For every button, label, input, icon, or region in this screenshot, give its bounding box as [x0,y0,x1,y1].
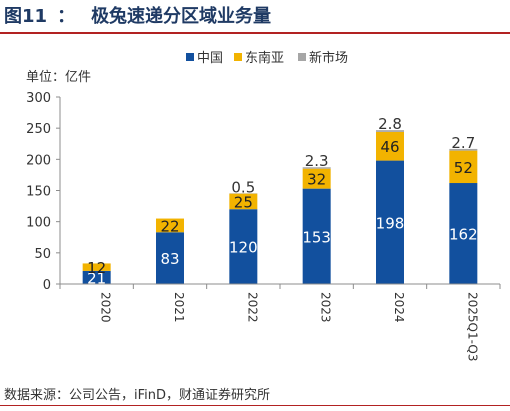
bar-segment [376,131,404,161]
y-axis: 0 50 100 150 200 250 300 [26,91,61,293]
data-label: 12 [87,259,106,277]
y-tick-label: 50 [34,247,51,262]
data-label: 21 [87,269,106,287]
data-label: 52 [454,159,473,177]
figure-separator: ： [57,6,76,27]
data-label: 2.7 [451,134,475,152]
legend-swatch [186,53,194,61]
legend-swatch [234,53,242,61]
chart-legend: 中国 东南亚 新市场 [186,50,348,66]
legend-swatch [298,53,306,61]
bar-segment [302,168,331,189]
bar-segment [449,148,478,151]
bar-segment [376,160,404,284]
data-label: 83 [160,250,179,268]
bar-segment [376,130,404,132]
x-tick-label: 2022 [245,292,259,323]
y-tick-label: 150 [26,185,51,200]
y-tick-label: 100 [26,216,51,231]
data-label: 32 [307,171,326,189]
x-tick-label: 2025Q1-Q3 [465,292,479,361]
source-note: 数据来源：公司公告，iFinD，财通证券研究所 [4,388,271,403]
legend-label: 中国 [197,51,223,66]
bar-segment [229,209,258,284]
data-label: 120 [229,239,258,257]
x-tick-label: 2024 [392,292,406,323]
y-tick-label: 250 [26,122,51,137]
bar-segment [449,183,478,284]
bar-segment [449,150,478,184]
data-label: 46 [380,138,399,156]
bar-segment [302,167,331,169]
figure-title-text: 极兔速递分区域业务量 [91,6,272,27]
bottom-rule [0,405,510,406]
data-label: 198 [376,214,405,232]
y-tick-label: 300 [26,91,51,106]
bar-segment [82,270,111,284]
figure-label: 图11 [4,6,48,27]
bar-segment [156,232,184,284]
bar-segment [229,193,258,210]
bar-segment [82,263,111,271]
y-tick-label: 200 [26,153,51,168]
data-label: 153 [302,228,331,246]
data-label: 22 [160,217,179,235]
data-label: 162 [449,226,478,244]
figure-title: 图11 ： 极兔速递分区域业务量 [0,0,510,34]
data-label: 0.5 [231,178,255,196]
data-label: 2.3 [305,152,329,170]
bar-segment [156,218,184,233]
data-label: 2.8 [378,115,402,133]
x-axis: 2020 2021 2022 2023 2024 2025Q1-Q3 [59,283,501,361]
x-tick-label: 2021 [172,292,186,323]
x-tick-label: 2023 [319,292,333,323]
legend-label: 新市场 [309,50,348,66]
unit-label: 单位：亿件 [26,70,91,85]
data-label: 25 [234,193,253,211]
y-tick-label: 0 [43,278,51,293]
legend-label: 东南亚 [245,50,284,66]
x-tick-label: 2020 [99,292,113,323]
bar-segment [302,188,331,284]
